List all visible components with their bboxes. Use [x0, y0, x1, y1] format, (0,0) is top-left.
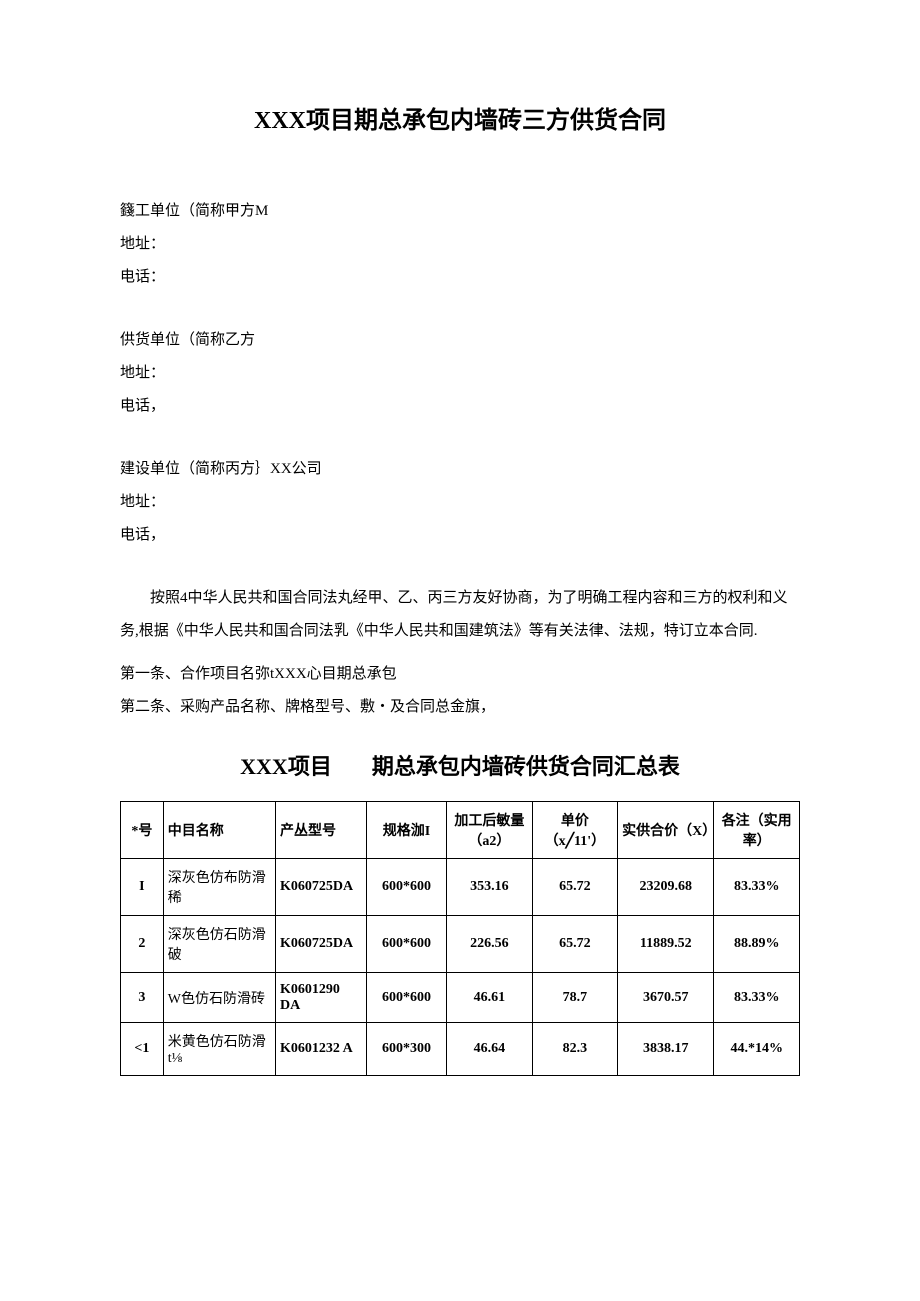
cell-seq: I: [121, 859, 164, 916]
cell-model: K060725DA: [276, 916, 367, 973]
table-row: 2 深灰色仿石防滑破 K060725DA 600*600 226.56 65.7…: [121, 916, 800, 973]
party-b-phone: 电话，: [120, 390, 800, 423]
header-name: 中目名称: [163, 802, 275, 859]
cell-seq: 2: [121, 916, 164, 973]
cell-price: 78.7: [532, 973, 618, 1023]
header-seq: *号: [121, 802, 164, 859]
cell-total: 3670.57: [618, 973, 714, 1023]
table-row: <1 米黄色仿石防滑t⅛ K0601232 A 600*300 46.64 82…: [121, 1023, 800, 1076]
table-header-row: *号 中目名称 产丛型号 规格泇I 加工后敏量（a2） 单价（x╱11'） 实供…: [121, 802, 800, 859]
cell-spec: 600*600: [366, 859, 446, 916]
intro-paragraph: 按照4中华人民共和国合同法丸经甲、乙、丙三方友好协商，为了明确工程内容和三方的权…: [120, 582, 800, 648]
party-a-address: 地址：: [120, 228, 800, 261]
header-price: 单价（x╱11'）: [532, 802, 618, 859]
header-spec: 规格泇I: [366, 802, 446, 859]
cell-name: 深灰色仿布防滑稀: [163, 859, 275, 916]
subtitle-part2: 期总承包内墙砖供货合同汇总表: [372, 754, 680, 779]
cell-remark: 44.*14%: [714, 1023, 800, 1076]
party-a-name: 籛工单位（简称甲方M: [120, 195, 800, 228]
cell-name: 深灰色仿石防滑破: [163, 916, 275, 973]
party-c-phone: 电话，: [120, 519, 800, 552]
cell-total: 23209.68: [618, 859, 714, 916]
party-a-block: 籛工单位（简称甲方M 地址： 电话：: [120, 195, 800, 294]
table-row: I 深灰色仿布防滑稀 K060725DA 600*600 353.16 65.7…: [121, 859, 800, 916]
cell-seq: 3: [121, 973, 164, 1023]
cell-remark: 83.33%: [714, 859, 800, 916]
clause-1: 第一条、合作项目名弥tXXX心目期总承包: [120, 658, 800, 691]
cell-total: 11889.52: [618, 916, 714, 973]
header-total: 实供合价（X）: [618, 802, 714, 859]
clause-2: 第二条、采购产品名称、牌格型号、敷・及合同总金旗，: [120, 691, 800, 724]
party-c-name: 建设单位（简称丙方｝XX公司: [120, 453, 800, 486]
cell-spec: 600*600: [366, 916, 446, 973]
header-model: 产丛型号: [276, 802, 367, 859]
cell-model: K0601290 DA: [276, 973, 367, 1023]
cell-seq: <1: [121, 1023, 164, 1076]
header-remark: 各注（实用率）: [714, 802, 800, 859]
cell-total: 3838.17: [618, 1023, 714, 1076]
cell-remark: 83.33%: [714, 973, 800, 1023]
cell-remark: 88.89%: [714, 916, 800, 973]
table-title: XXX项目 期总承包内墙砖供货合同汇总表: [120, 749, 800, 781]
cell-model: K0601232 A: [276, 1023, 367, 1076]
cell-name: W色仿石防滑砖: [163, 973, 275, 1023]
cell-qty: 353.16: [447, 859, 533, 916]
table-row: 3 W色仿石防滑砖 K0601290 DA 600*600 46.61 78.7…: [121, 973, 800, 1023]
cell-spec: 600*600: [366, 973, 446, 1023]
subtitle-part1: XXX项目: [240, 754, 332, 779]
cell-qty: 226.56: [447, 916, 533, 973]
cell-qty: 46.61: [447, 973, 533, 1023]
party-b-block: 供货单位（简称乙方 地址： 电话，: [120, 324, 800, 423]
cell-model: K060725DA: [276, 859, 367, 916]
party-b-name: 供货单位（简称乙方: [120, 324, 800, 357]
cell-price: 82.3: [532, 1023, 618, 1076]
party-c-block: 建设单位（简称丙方｝XX公司 地址： 电话，: [120, 453, 800, 552]
summary-table: *号 中目名称 产丛型号 规格泇I 加工后敏量（a2） 单价（x╱11'） 实供…: [120, 801, 800, 1076]
document-title: XXX项目期总承包内墙砖三方供货合同: [120, 100, 800, 135]
cell-qty: 46.64: [447, 1023, 533, 1076]
party-a-phone: 电话：: [120, 261, 800, 294]
cell-price: 65.72: [532, 859, 618, 916]
party-b-address: 地址：: [120, 357, 800, 390]
cell-spec: 600*300: [366, 1023, 446, 1076]
cell-price: 65.72: [532, 916, 618, 973]
header-qty: 加工后敏量（a2）: [447, 802, 533, 859]
cell-name: 米黄色仿石防滑t⅛: [163, 1023, 275, 1076]
party-c-address: 地址：: [120, 486, 800, 519]
